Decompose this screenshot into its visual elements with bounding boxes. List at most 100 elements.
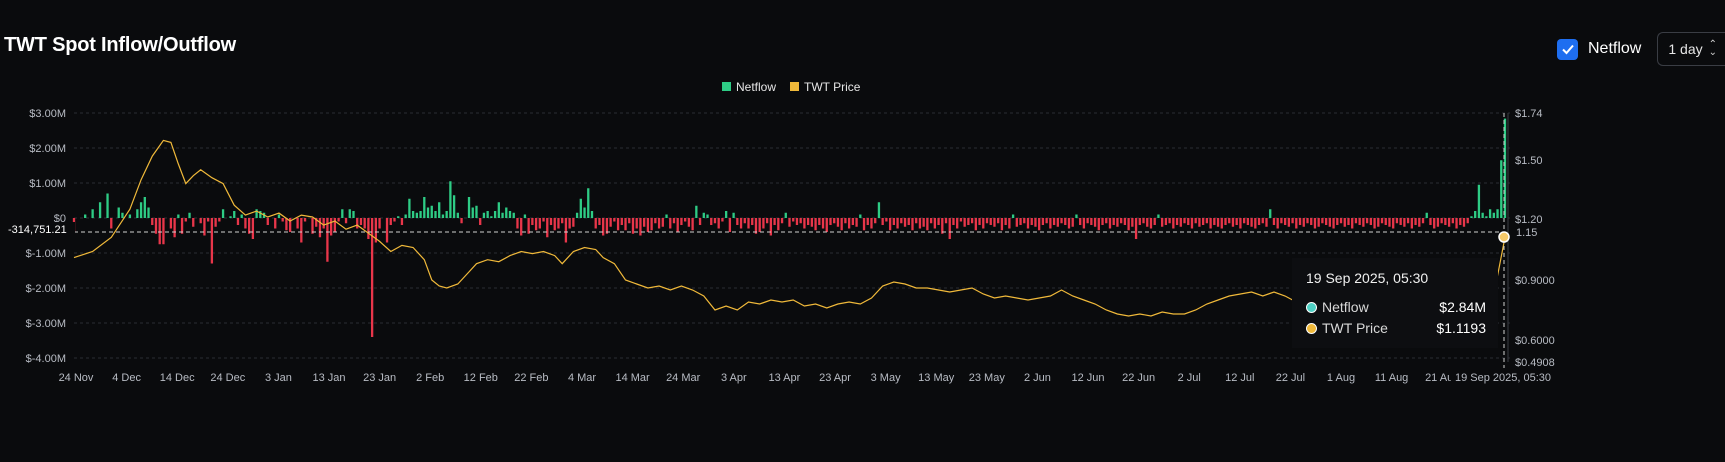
netflow-bar bbox=[493, 211, 497, 218]
tooltip-row-netflow: Netflow $2.84M bbox=[1306, 299, 1486, 315]
interval-select-value: 1 day bbox=[1668, 41, 1703, 57]
netflow-bar bbox=[657, 218, 661, 229]
netflow-bar bbox=[281, 218, 284, 222]
netflow-checkbox-label[interactable]: Netflow bbox=[1588, 40, 1642, 57]
netflow-bar bbox=[684, 218, 687, 222]
left-axis: $3.00M$2.00M$1.00M$0$-1.00M$-2.00M$-3.00… bbox=[26, 108, 66, 365]
netflow-bar bbox=[933, 218, 936, 229]
netflow-bar bbox=[721, 218, 724, 222]
netflow-bar bbox=[628, 218, 631, 224]
netflow-bar bbox=[669, 218, 672, 229]
netflow-bar bbox=[1086, 218, 1089, 224]
netflow-bar bbox=[583, 207, 586, 218]
netflow-bar bbox=[378, 218, 381, 229]
x-tick-label: 4 Dec bbox=[112, 372, 141, 384]
chart-legend: Netflow TWT Price bbox=[722, 80, 861, 94]
netflow-bar bbox=[922, 218, 925, 227]
right-tick-label: $0.6000 bbox=[1515, 335, 1555, 347]
netflow-bar bbox=[1019, 218, 1022, 225]
netflow-bar bbox=[698, 218, 702, 225]
x-tick-label: 12 Jun bbox=[1071, 372, 1104, 384]
netflow-bar bbox=[609, 218, 612, 227]
netflow-bar bbox=[821, 218, 825, 229]
netflow-bar bbox=[1313, 218, 1317, 229]
tooltip-time: 19 Sep 2025, 05:30 bbox=[1306, 270, 1429, 286]
netflow-bar bbox=[1183, 218, 1186, 224]
netflow-bar bbox=[251, 218, 255, 239]
netflow-bar bbox=[408, 198, 411, 218]
x-tick-label: 12 Feb bbox=[464, 372, 498, 384]
netflow-bar bbox=[915, 218, 918, 224]
legend-label: Netflow bbox=[736, 80, 776, 94]
netflow-bar bbox=[322, 218, 325, 229]
netflow-bar bbox=[1462, 218, 1466, 227]
x-tick-label: 23 Apr bbox=[819, 372, 851, 384]
netflow-bar bbox=[829, 218, 832, 225]
netflow-bar bbox=[352, 211, 355, 218]
netflow-bar bbox=[799, 218, 802, 224]
x-tick-label: 24 Nov bbox=[59, 372, 94, 384]
netflow-bar bbox=[1399, 218, 1402, 225]
netflow-bar bbox=[1380, 218, 1384, 224]
netflow-bar bbox=[389, 218, 392, 225]
netflow-bars bbox=[72, 118, 1507, 337]
netflow-bar bbox=[479, 218, 482, 225]
netflow-bar bbox=[620, 218, 623, 225]
netflow-bar bbox=[1000, 218, 1004, 231]
netflow-bar bbox=[1026, 218, 1030, 229]
netflow-bar bbox=[415, 212, 418, 218]
netflow-bar bbox=[877, 202, 881, 218]
netflow-bar bbox=[1138, 218, 1141, 225]
netflow-bar bbox=[978, 218, 981, 225]
netflow-bar bbox=[154, 218, 158, 234]
netflow-bar bbox=[1209, 218, 1212, 229]
netflow-bar bbox=[1336, 218, 1339, 225]
netflow-bar bbox=[885, 218, 888, 222]
chevron-updown-icon: ⌃ ⌄ bbox=[1708, 39, 1717, 58]
netflow-bar bbox=[363, 218, 366, 229]
right-tick-label: $1.74 bbox=[1515, 108, 1543, 120]
netflow-bar bbox=[881, 218, 884, 225]
netflow-bar bbox=[300, 218, 303, 243]
netflow-bar bbox=[1257, 218, 1261, 225]
netflow-bar bbox=[724, 211, 728, 218]
netflow-bar bbox=[948, 218, 951, 239]
netflow-bar bbox=[274, 218, 277, 229]
legend-label: TWT Price bbox=[804, 80, 861, 94]
netflow-bar bbox=[240, 214, 243, 218]
netflow-bar bbox=[788, 218, 791, 227]
netflow-bar bbox=[680, 218, 683, 225]
netflow-bar bbox=[277, 214, 281, 218]
netflow-checkbox[interactable] bbox=[1557, 38, 1578, 60]
netflow-bar bbox=[1384, 218, 1387, 225]
netflow-bar bbox=[1276, 218, 1279, 229]
netflow-bar bbox=[836, 218, 840, 227]
netflow-bar bbox=[1392, 218, 1395, 229]
price-line bbox=[73, 139, 1506, 317]
netflow-bar bbox=[180, 218, 184, 234]
netflow-bar bbox=[650, 218, 653, 231]
netflow-bar bbox=[233, 211, 236, 218]
netflow-bar bbox=[1339, 218, 1343, 224]
netflow-bar bbox=[1317, 218, 1320, 227]
tooltip-row-price: TWT Price $1.1193 bbox=[1306, 320, 1486, 336]
netflow-bar bbox=[482, 212, 486, 218]
netflow-bar bbox=[1205, 218, 1209, 224]
netflow-bar bbox=[1406, 218, 1410, 224]
netflow-bar bbox=[296, 218, 299, 229]
left-tick-label: $-3.00M bbox=[26, 318, 66, 330]
netflow-bar bbox=[177, 214, 180, 218]
interval-select[interactable]: 1 day ⌃ ⌄ bbox=[1657, 32, 1725, 66]
right-tick-label: $0.4908 bbox=[1515, 357, 1555, 369]
netflow-bar bbox=[1108, 218, 1112, 229]
netflow-bar bbox=[564, 218, 568, 243]
netflow-bar bbox=[1395, 218, 1399, 224]
netflow-bar bbox=[1228, 218, 1231, 224]
netflow-bar bbox=[1023, 218, 1026, 224]
netflow-bar bbox=[751, 218, 754, 225]
netflow-bar bbox=[1470, 216, 1473, 218]
netflow-bar bbox=[1481, 212, 1484, 218]
netflow-bar bbox=[762, 218, 765, 229]
right-tick-label: $0.9000 bbox=[1515, 275, 1555, 287]
